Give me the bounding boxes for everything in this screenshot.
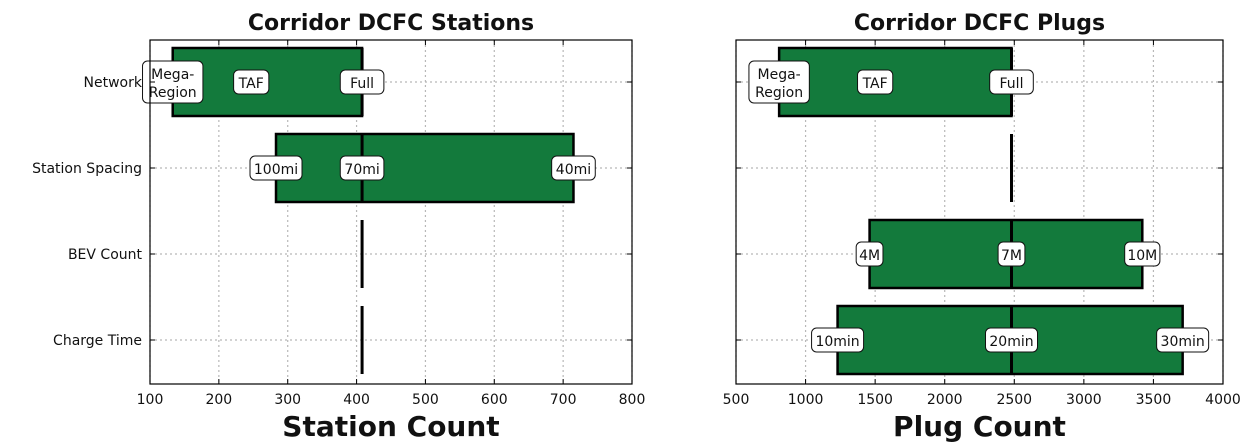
chart-title: Corridor DCFC Plugs [854,11,1105,36]
scenario-label-text: 10min [815,334,859,350]
plot-frame [149,39,633,385]
scenario-label-box [748,60,810,104]
chart-title: Corridor DCFC Stations [248,11,534,36]
x-tick-label: 200 [205,392,232,408]
scenario-label: TAF [233,69,270,95]
scenario-label: Mega-Region [748,60,810,104]
y-tick-label: BEV Count [68,247,143,263]
y-tick-label: Station Spacing [32,161,142,177]
scenario-label: TAF [857,69,894,95]
x-tick-label: 800 [619,392,646,408]
x-tick-label: 700 [550,392,577,408]
x-tick-label: 300 [274,392,301,408]
x-axis-title: Station Count [282,410,499,442]
scenario-label: 4M [855,241,884,267]
scenario-label-box [339,155,385,181]
x-tick-label: 1000 [788,392,824,408]
scenario-label-box [855,241,884,267]
stations-chart: Corridor DCFC Stations Mega-Region TAF Full… [32,11,645,442]
x-tick-label: 3000 [1066,392,1102,408]
scenario-label-text: Full [1000,76,1024,92]
scenario-label: 30min [1156,327,1210,353]
scenario-label-box [142,60,204,104]
scenario-label-box [997,241,1026,267]
scenario-label-box [857,69,894,95]
scenario-label-text: 40mi [556,162,591,178]
scenario-label-box [989,69,1034,95]
scenario-label: Full [989,69,1034,95]
x-tick-label: 500 [412,392,439,408]
scenario-label-box [985,327,1039,353]
y-tick-label: Network [84,75,143,91]
scenario-label-text: 4M [859,248,880,264]
scenario-label-text: TAF [238,76,264,92]
scenario-label-text: 100mi [254,162,298,178]
x-tick-label: 400 [343,392,370,408]
plugs-chart: Corridor DCFC Plugs Mega-Region TAF Full 4M 7… [723,11,1241,442]
scenario-label: 10M [1124,241,1161,267]
range-bar [274,132,575,204]
scenario-label-text: Mega-Region [149,67,197,101]
scenario-label-box [339,69,385,95]
scenario-label-text: 7M [1001,248,1022,264]
scenario-label-text: 20min [989,334,1033,350]
x-tick-label: 100 [137,392,164,408]
x-tick-label: 600 [481,392,508,408]
x-tick-label: 1500 [857,392,893,408]
scenario-label: 20min [985,327,1039,353]
range-bar [777,46,1013,118]
scenario-label-box [1156,327,1210,353]
scenario-label-box [233,69,270,95]
x-tick-label: 2000 [927,392,963,408]
x-axis-title: Plug Count [893,410,1066,442]
y-tick-label: Charge Time [53,333,142,349]
x-tick-label: 4000 [1205,392,1241,408]
plot-frame [735,39,1224,385]
scenario-label: 100mi [249,155,303,181]
scenario-label-box [811,327,865,353]
x-tick-label: 500 [723,392,750,408]
scenario-label: 7M [997,241,1026,267]
scenario-label-text: TAF [862,76,888,92]
x-tick-label: 3500 [1136,392,1172,408]
scenario-label-box [249,155,303,181]
scenario-label: 10min [811,327,865,353]
scenario-label: Full [339,69,385,95]
x-tick-label: 2500 [996,392,1032,408]
scenario-label-text: 70mi [344,162,379,178]
scenario-label: Mega-Region [142,60,204,104]
scenario-label-box [551,155,596,181]
scenario-label-box [1124,241,1161,267]
scenario-label-text: Mega-Region [755,67,803,101]
scenario-label: 40mi [551,155,596,181]
scenario-label-text: Full [350,76,374,92]
scenario-label-text: 10M [1127,248,1157,264]
scenario-label-text: 30min [1161,334,1205,350]
scenario-label: 70mi [339,155,385,181]
